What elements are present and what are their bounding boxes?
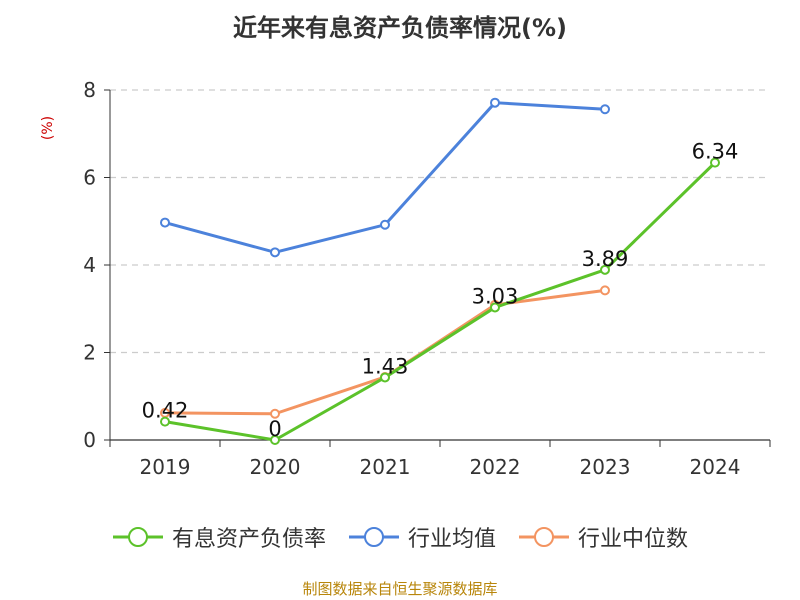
legend-marker-icon bbox=[519, 527, 569, 547]
x-tick-label: 2020 bbox=[250, 455, 301, 479]
series-point-0 bbox=[380, 372, 390, 383]
legend-label: 行业中位数 bbox=[578, 527, 689, 552]
legend-label: 有息资产负债率 bbox=[171, 527, 326, 552]
legend-item[interactable]: 行业中位数 bbox=[518, 521, 688, 553]
series-point-1 bbox=[380, 219, 390, 230]
y-tick-label: 6 bbox=[83, 166, 96, 190]
series-point-0 bbox=[160, 416, 170, 427]
y-tick-label: 8 bbox=[83, 78, 96, 102]
data-label: 1.43 bbox=[362, 354, 409, 378]
series-point-0 bbox=[270, 435, 280, 445]
legend-label: 行业均值 bbox=[407, 527, 496, 552]
chart-title: 近年来有息资产负债率情况(%) bbox=[233, 14, 567, 42]
series-point-1 bbox=[270, 247, 280, 258]
data-label: 3.03 bbox=[472, 284, 519, 308]
x-tick-label: 2021 bbox=[360, 455, 411, 479]
y-tick-label: 4 bbox=[83, 253, 96, 277]
data-label: 0 bbox=[268, 417, 281, 441]
x-tick-label: 2019 bbox=[140, 455, 191, 479]
legend: 有息资产负债率 行业均值 行业中位数 bbox=[0, 519, 800, 555]
x-tick-label: 2023 bbox=[580, 455, 631, 479]
legend-item[interactable]: 行业均值 bbox=[348, 521, 496, 553]
legend-item[interactable]: 有息资产负债率 bbox=[112, 521, 326, 553]
series-point-0 bbox=[600, 264, 610, 275]
x-tick-label: 2022 bbox=[470, 455, 521, 479]
data-label: 0.42 bbox=[142, 399, 189, 423]
legend-marker-icon bbox=[348, 527, 399, 547]
y-tick-label: 0 bbox=[83, 428, 96, 452]
series-point-1 bbox=[600, 104, 610, 115]
data-label: 3.89 bbox=[582, 247, 629, 271]
series-point-0 bbox=[710, 157, 720, 168]
y-tick-label: 2 bbox=[83, 341, 96, 365]
series-line-0 bbox=[164, 161, 717, 442]
series-point-2 bbox=[600, 285, 610, 296]
x-tick-label: 2024 bbox=[690, 455, 741, 479]
legend-marker-icon bbox=[112, 527, 163, 547]
series-point-2 bbox=[270, 408, 280, 419]
series-point-1 bbox=[490, 97, 500, 108]
y-axis-label: (%) bbox=[40, 116, 56, 140]
series-point-1 bbox=[160, 217, 170, 228]
series-point-0 bbox=[490, 302, 500, 313]
data-label: 6.34 bbox=[692, 140, 739, 164]
source-footer: 制图数据来自恒生聚源数据库 bbox=[302, 580, 498, 598]
